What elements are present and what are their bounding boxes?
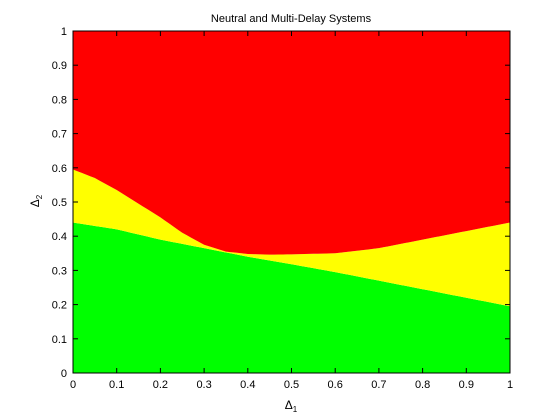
x-tick-label: 0 xyxy=(70,379,76,391)
x-tick-label: 0.6 xyxy=(328,379,343,391)
x-tick-label: 0.7 xyxy=(371,379,386,391)
x-tick-label: 0.4 xyxy=(240,379,255,391)
x-axis-label-subscript: 1 xyxy=(293,405,298,414)
y-axis-label-subscript: 2 xyxy=(35,194,44,199)
x-axis-label: Δ1 xyxy=(285,398,298,414)
x-tick-label: 0.2 xyxy=(153,379,168,391)
y-axis-label: Δ2 xyxy=(28,194,44,207)
y-tick-label: 1 xyxy=(61,26,67,38)
chart-title: Neutral and Multi-Delay Systems xyxy=(211,13,372,25)
x-tick-label: 0.8 xyxy=(415,379,430,391)
region-1 xyxy=(73,169,510,307)
region-0 xyxy=(73,222,510,373)
y-tick-label: 0.3 xyxy=(52,265,67,277)
region-2 xyxy=(73,31,510,255)
x-tick-label: 0.1 xyxy=(109,379,124,391)
x-axis-label-symbol: Δ xyxy=(285,398,293,412)
y-tick-label: 0 xyxy=(61,368,67,380)
y-tick-label: 0.7 xyxy=(52,129,67,141)
y-tick-label: 0.9 xyxy=(52,60,67,72)
y-tick-label: 0.5 xyxy=(52,197,67,209)
x-tick-label: 1 xyxy=(507,379,513,391)
y-tick-label: 0.2 xyxy=(52,300,67,312)
y-tick-label: 0.4 xyxy=(52,231,67,243)
y-tick-label: 0.8 xyxy=(52,94,67,106)
x-tick-label: 0.5 xyxy=(284,379,299,391)
x-tick-label: 0.9 xyxy=(459,379,474,391)
y-axis-label-symbol: Δ xyxy=(28,199,42,207)
regions-layer xyxy=(73,31,510,373)
x-tick-label: 0.3 xyxy=(196,379,211,391)
ticks-layer: 0 0.1 0.2 0.3 0.4 0.5 0.6 0.7 0.8 0.9 1 0 0.1 0.2 0.3 0… xyxy=(52,26,513,391)
y-tick-label: 0.1 xyxy=(52,334,67,346)
y-tick-label: 0.6 xyxy=(52,163,67,175)
